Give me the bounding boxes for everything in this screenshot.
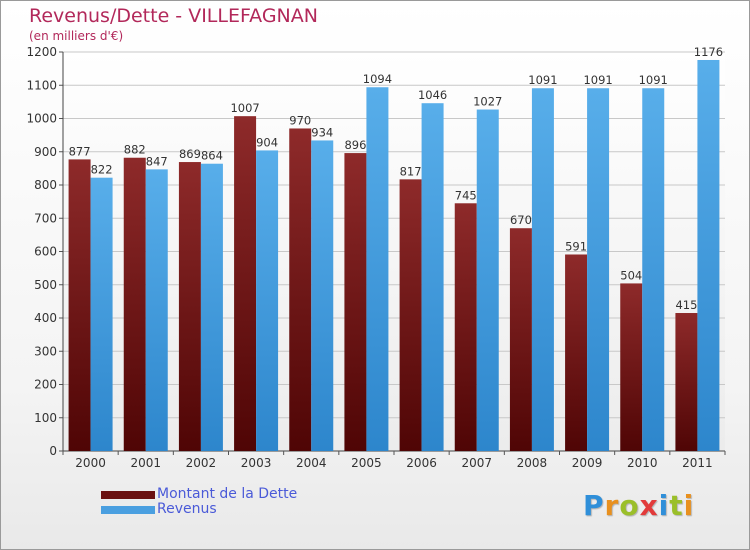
data-label: 896 xyxy=(344,138,366,152)
y-tick-label: 500 xyxy=(34,278,57,292)
data-label: 415 xyxy=(675,298,697,312)
data-label: 864 xyxy=(201,149,223,163)
y-tick-label: 300 xyxy=(34,344,57,358)
logo-letter: t xyxy=(669,489,684,522)
data-label: 970 xyxy=(289,113,311,127)
bar-dette xyxy=(178,162,201,451)
x-tick-label: 2000 xyxy=(75,456,106,470)
bar-dette xyxy=(344,153,367,451)
y-tick-label: 1000 xyxy=(26,112,57,126)
data-label: 1027 xyxy=(473,95,502,109)
bar-revenus xyxy=(200,163,223,451)
bar-dette xyxy=(454,203,477,451)
data-label: 1091 xyxy=(583,73,612,87)
data-label: 1091 xyxy=(528,73,557,87)
legend-item-revenus: Revenus xyxy=(101,502,297,517)
legend-swatch-dette xyxy=(101,490,155,499)
data-label: 882 xyxy=(124,143,146,157)
logo-letter: o xyxy=(619,489,640,522)
chart-title: Revenus/Dette - VILLEFAGNAN xyxy=(29,5,318,27)
bar-revenus xyxy=(145,169,168,451)
x-tick-label: 2010 xyxy=(627,456,658,470)
data-label: 1007 xyxy=(230,101,259,115)
y-tick-label: 1200 xyxy=(26,45,57,59)
legend-label-revenus: Revenus xyxy=(157,501,217,517)
data-label: 934 xyxy=(311,125,333,139)
data-label: 1091 xyxy=(639,73,668,87)
logo-letter: i xyxy=(683,489,695,522)
legend-label-dette: Montant de la Dette xyxy=(157,486,298,502)
logo-letter: i xyxy=(658,489,670,522)
y-tick-label: 400 xyxy=(34,311,57,325)
data-label: 745 xyxy=(455,188,477,202)
bar-dette xyxy=(509,228,532,451)
bar-revenus xyxy=(531,88,554,452)
logo-letter: r xyxy=(604,489,620,522)
y-tick-label: 200 xyxy=(34,378,57,392)
bar-dette xyxy=(399,179,422,451)
bar-dette xyxy=(675,313,698,451)
data-label: 847 xyxy=(146,154,168,168)
bar-revenus xyxy=(311,140,334,451)
x-tick-label: 2002 xyxy=(186,456,217,470)
legend-item-dette: Montant de la Dette xyxy=(101,487,297,502)
logo-letter: P xyxy=(583,489,605,522)
bar-dette xyxy=(234,116,257,452)
x-tick-label: 2008 xyxy=(517,456,548,470)
x-tick-label: 2001 xyxy=(130,456,161,470)
data-label: 1094 xyxy=(363,72,392,86)
x-tick-label: 2003 xyxy=(241,456,272,470)
y-tick-label: 700 xyxy=(34,211,57,225)
chart-legend: Montant de la Dette Revenus xyxy=(101,487,297,517)
data-label: 591 xyxy=(565,239,587,253)
bar-dette xyxy=(123,157,146,452)
y-tick-label: 600 xyxy=(34,245,57,259)
x-tick-label: 2006 xyxy=(406,456,437,470)
legend-swatch-revenus xyxy=(101,505,155,514)
x-tick-label: 2005 xyxy=(351,456,382,470)
bar-revenus xyxy=(366,87,389,452)
y-tick-label: 0 xyxy=(49,444,57,458)
bar-revenus xyxy=(587,88,610,452)
bar-revenus xyxy=(421,103,444,451)
x-tick-label: 2011 xyxy=(682,456,713,470)
data-label: 1046 xyxy=(418,88,447,102)
data-label: 904 xyxy=(256,135,278,149)
bar-revenus xyxy=(642,88,665,452)
bar-revenus xyxy=(90,177,113,451)
data-label: 670 xyxy=(510,213,532,227)
y-tick-label: 1100 xyxy=(26,78,57,92)
y-tick-label: 100 xyxy=(34,411,57,425)
data-label: 869 xyxy=(179,147,201,161)
data-label: 822 xyxy=(91,163,113,177)
x-tick-label: 2004 xyxy=(296,456,327,470)
y-tick-label: 900 xyxy=(34,145,57,159)
data-label: 1176 xyxy=(694,45,723,59)
logo-letter: x xyxy=(639,489,659,522)
y-tick-label: 800 xyxy=(34,178,57,192)
bar-revenus xyxy=(476,109,499,452)
data-label: 877 xyxy=(69,144,91,158)
proxiti-logo: Proxiti xyxy=(583,489,694,522)
chart-subtitle: (en milliers d'€) xyxy=(29,29,124,43)
bar-dette xyxy=(68,159,91,451)
bar-dette xyxy=(620,283,643,451)
bar-dette xyxy=(565,254,588,451)
data-label: 817 xyxy=(400,164,422,178)
bar-dette xyxy=(289,128,312,451)
x-tick-label: 2009 xyxy=(572,456,603,470)
bar-revenus xyxy=(256,150,279,452)
data-label: 504 xyxy=(620,268,642,282)
bar-revenus xyxy=(697,59,720,451)
x-tick-label: 2007 xyxy=(461,456,492,470)
